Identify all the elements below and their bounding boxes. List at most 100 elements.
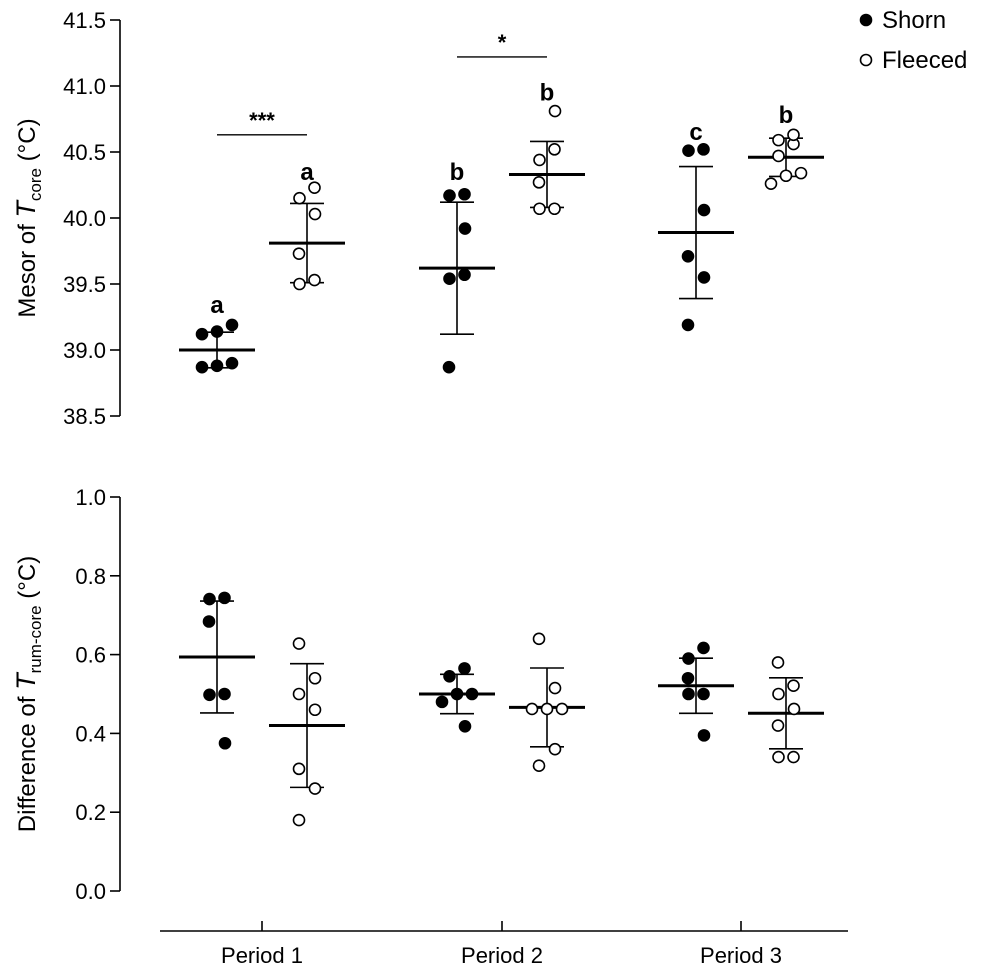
y-tick-label: 40.5 — [63, 140, 106, 165]
fleeced-point — [293, 277, 306, 291]
y-tick-label: 39.0 — [63, 338, 106, 363]
shorn-point — [202, 615, 216, 628]
shorn-point — [210, 359, 224, 373]
fleeced-point — [292, 687, 306, 701]
fleeced-point — [548, 681, 562, 695]
y-tick-label: 0.0 — [75, 879, 106, 904]
shorn-point — [443, 669, 456, 683]
y-axis-title-prefix: Difference of — [14, 690, 41, 832]
fleeced-point — [308, 703, 322, 717]
shorn-point — [458, 720, 472, 733]
fleeced-point — [292, 762, 306, 776]
significance-stars: *** — [249, 108, 275, 133]
group-letter: b — [540, 80, 555, 107]
fleeced-point — [532, 176, 546, 189]
shorn-point — [195, 360, 209, 374]
x-tick-label: Period 1 — [221, 943, 303, 968]
shorn-point — [697, 687, 710, 701]
fleeced-point — [533, 202, 546, 216]
y-tick-label: 41.0 — [63, 74, 106, 99]
x-axis: Period 1 Period 2 Period 3 — [160, 921, 848, 968]
fleeced-point — [293, 191, 306, 205]
y-axis-title-suffix: (°C) — [14, 118, 41, 168]
x-tick-label: Period 2 — [461, 943, 543, 968]
y-tick-label: 0.6 — [75, 643, 106, 668]
y-axis-title-prefix: Mesor of — [14, 218, 41, 318]
fleeced-point — [764, 177, 778, 190]
fleeced-point — [794, 166, 808, 180]
group-letter: a — [300, 159, 314, 186]
fleeced-point — [787, 679, 800, 693]
legend: Shorn Fleeced — [859, 7, 967, 74]
shorn-point — [210, 325, 224, 338]
y-tick-label: 40.0 — [63, 206, 106, 231]
fleeced-point — [525, 702, 539, 716]
shorn-point — [225, 356, 239, 370]
group-letter: b — [450, 159, 465, 186]
fleeced-point — [787, 702, 801, 716]
shorn-point — [225, 318, 239, 332]
fleeced-point — [771, 719, 785, 732]
y-tick-label: 0.8 — [75, 564, 106, 589]
fleeced-point — [308, 782, 322, 795]
fleeced-point — [548, 742, 562, 756]
y-tick-label: 39.5 — [63, 272, 106, 297]
shorn-point — [681, 249, 695, 263]
shorn-point — [195, 327, 209, 341]
x-tick-label: Period 3 — [700, 943, 782, 968]
y-axis-title-suffix: (°C) — [14, 556, 41, 606]
fleeced-point — [772, 687, 785, 701]
shorn-point — [435, 695, 449, 709]
y-tick-label: 1.0 — [75, 485, 106, 510]
shorn-point — [682, 144, 695, 157]
shorn-point — [443, 272, 456, 286]
fleeced-point — [771, 656, 785, 669]
fleeced-point — [548, 104, 562, 118]
y-axis-title-symbol: T — [11, 199, 41, 218]
shorn-point — [682, 687, 695, 701]
y-tick-label: 0.2 — [75, 800, 106, 825]
fleeced-point — [308, 671, 322, 685]
y-tick-label: 0.4 — [75, 721, 106, 746]
shorn-point — [442, 360, 456, 374]
y-axis-title: Difference of Trum-core (°C) — [11, 556, 45, 832]
shorn-point — [218, 736, 232, 750]
shorn-point — [203, 592, 216, 606]
shorn-point — [465, 687, 479, 701]
legend-marker — [859, 53, 873, 67]
shorn-point — [458, 222, 472, 235]
y-axis-title-subscript: rum-core — [26, 605, 45, 673]
y-tick-label: 38.5 — [63, 404, 106, 429]
fleeced-point — [772, 750, 785, 764]
legend-label: Shorn — [882, 7, 946, 34]
fleeced-point — [292, 813, 306, 827]
shorn-point — [697, 143, 710, 156]
shorn-point — [218, 687, 231, 701]
shorn-point — [443, 189, 456, 202]
shorn-point — [458, 662, 471, 675]
fleeced-point — [292, 247, 306, 260]
shorn-point — [682, 652, 695, 665]
shorn-point — [203, 688, 216, 702]
fleeced-point — [533, 153, 546, 167]
y-axis-title: Mesor of Tcore (°C) — [11, 118, 45, 317]
fleeced-point — [540, 702, 554, 716]
fleeced-point — [532, 759, 546, 773]
fleeced-point — [779, 169, 793, 183]
fleeced-point — [308, 181, 321, 194]
fleeced-point — [555, 702, 569, 716]
shorn-point — [450, 687, 464, 701]
group-letter: a — [210, 292, 224, 319]
fleeced-point — [292, 637, 306, 650]
legend-label: Fleeced — [882, 47, 967, 74]
fleeced-point — [787, 128, 800, 142]
significance-stars: * — [498, 30, 507, 55]
shorn-point — [458, 268, 471, 282]
shorn-point — [697, 271, 711, 284]
shorn-point — [681, 318, 695, 332]
group-letter: c — [689, 119, 702, 146]
fleeced-point — [548, 143, 561, 156]
shorn-point — [681, 671, 695, 685]
fleeced-point — [787, 750, 800, 764]
shorn-point — [697, 729, 711, 742]
